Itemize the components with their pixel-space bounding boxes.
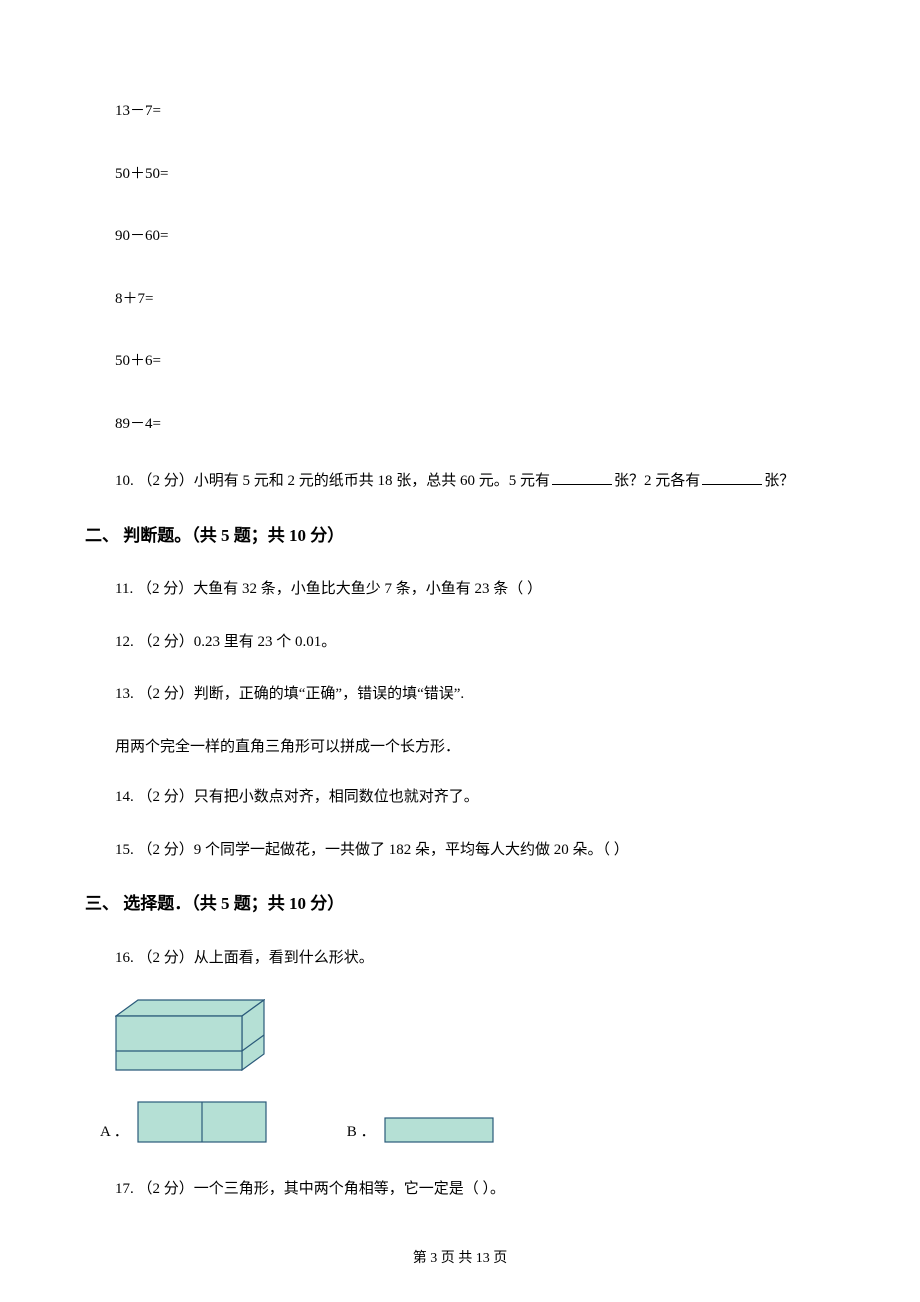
cuboid-shape	[115, 999, 835, 1071]
question-13-body: 用两个完全一样的直角三角形可以拼成一个长方形．	[115, 736, 835, 759]
equation-1: 13－7=	[115, 100, 835, 123]
rect-a-svg	[137, 1101, 267, 1143]
equation-3: 90－60=	[115, 225, 835, 248]
cuboid-svg	[115, 999, 265, 1071]
choice-b: B ．	[347, 1117, 494, 1143]
section-3-header: 三、 选择题．（共 5 题；共 10 分）	[85, 891, 835, 917]
blank-2	[702, 471, 762, 485]
question-17: 17. （2 分）一个三角形，其中两个角相等，它一定是（ ）。	[115, 1178, 835, 1201]
question-10: 10. （2 分）小明有 5 元和 2 元的纸币共 18 张，总共 60 元。5…	[115, 470, 835, 493]
blank-1	[552, 471, 612, 485]
choice-b-label: B ．	[347, 1121, 376, 1144]
q10-suffix: 张？	[764, 473, 794, 489]
rect-b-svg	[384, 1117, 494, 1143]
page-footer: 第 3 页 共 13 页	[0, 1247, 920, 1267]
equation-6: 89－4=	[115, 413, 835, 436]
q10-mid: 张？2 元各有	[614, 473, 700, 489]
choice-a-label: A ．	[100, 1121, 129, 1144]
question-14: 14. （2 分）只有把小数点对齐，相同数位也就对齐了。	[115, 786, 835, 809]
equation-4: 8＋7=	[115, 288, 835, 311]
section-2-header: 二、 判断题。（共 5 题；共 10 分）	[85, 523, 835, 549]
question-15: 15. （2 分）9 个同学一起做花，一共做了 182 朵，平均每人大约做 20…	[115, 839, 835, 862]
choice-a: A ．	[100, 1101, 267, 1143]
choice-row-16: A ． B ．	[100, 1101, 835, 1143]
question-11: 11. （2 分）大鱼有 32 条，小鱼比大鱼少 7 条，小鱼有 23 条（ ）	[115, 578, 835, 601]
q10-prefix: 10. （2 分）小明有 5 元和 2 元的纸币共 18 张，总共 60 元。5…	[115, 473, 550, 489]
question-13: 13. （2 分）判断，正确的填“正确”，错误的填“错误”.	[115, 683, 835, 706]
question-16: 16. （2 分）从上面看，看到什么形状。	[115, 947, 835, 970]
equation-5: 50＋6=	[115, 350, 835, 373]
page-content: 13－7= 50＋50= 90－60= 8＋7= 50＋6= 89－4= 10.…	[85, 100, 835, 1201]
question-12: 12. （2 分）0.23 里有 23 个 0.01。	[115, 631, 835, 654]
equation-2: 50＋50=	[115, 163, 835, 186]
